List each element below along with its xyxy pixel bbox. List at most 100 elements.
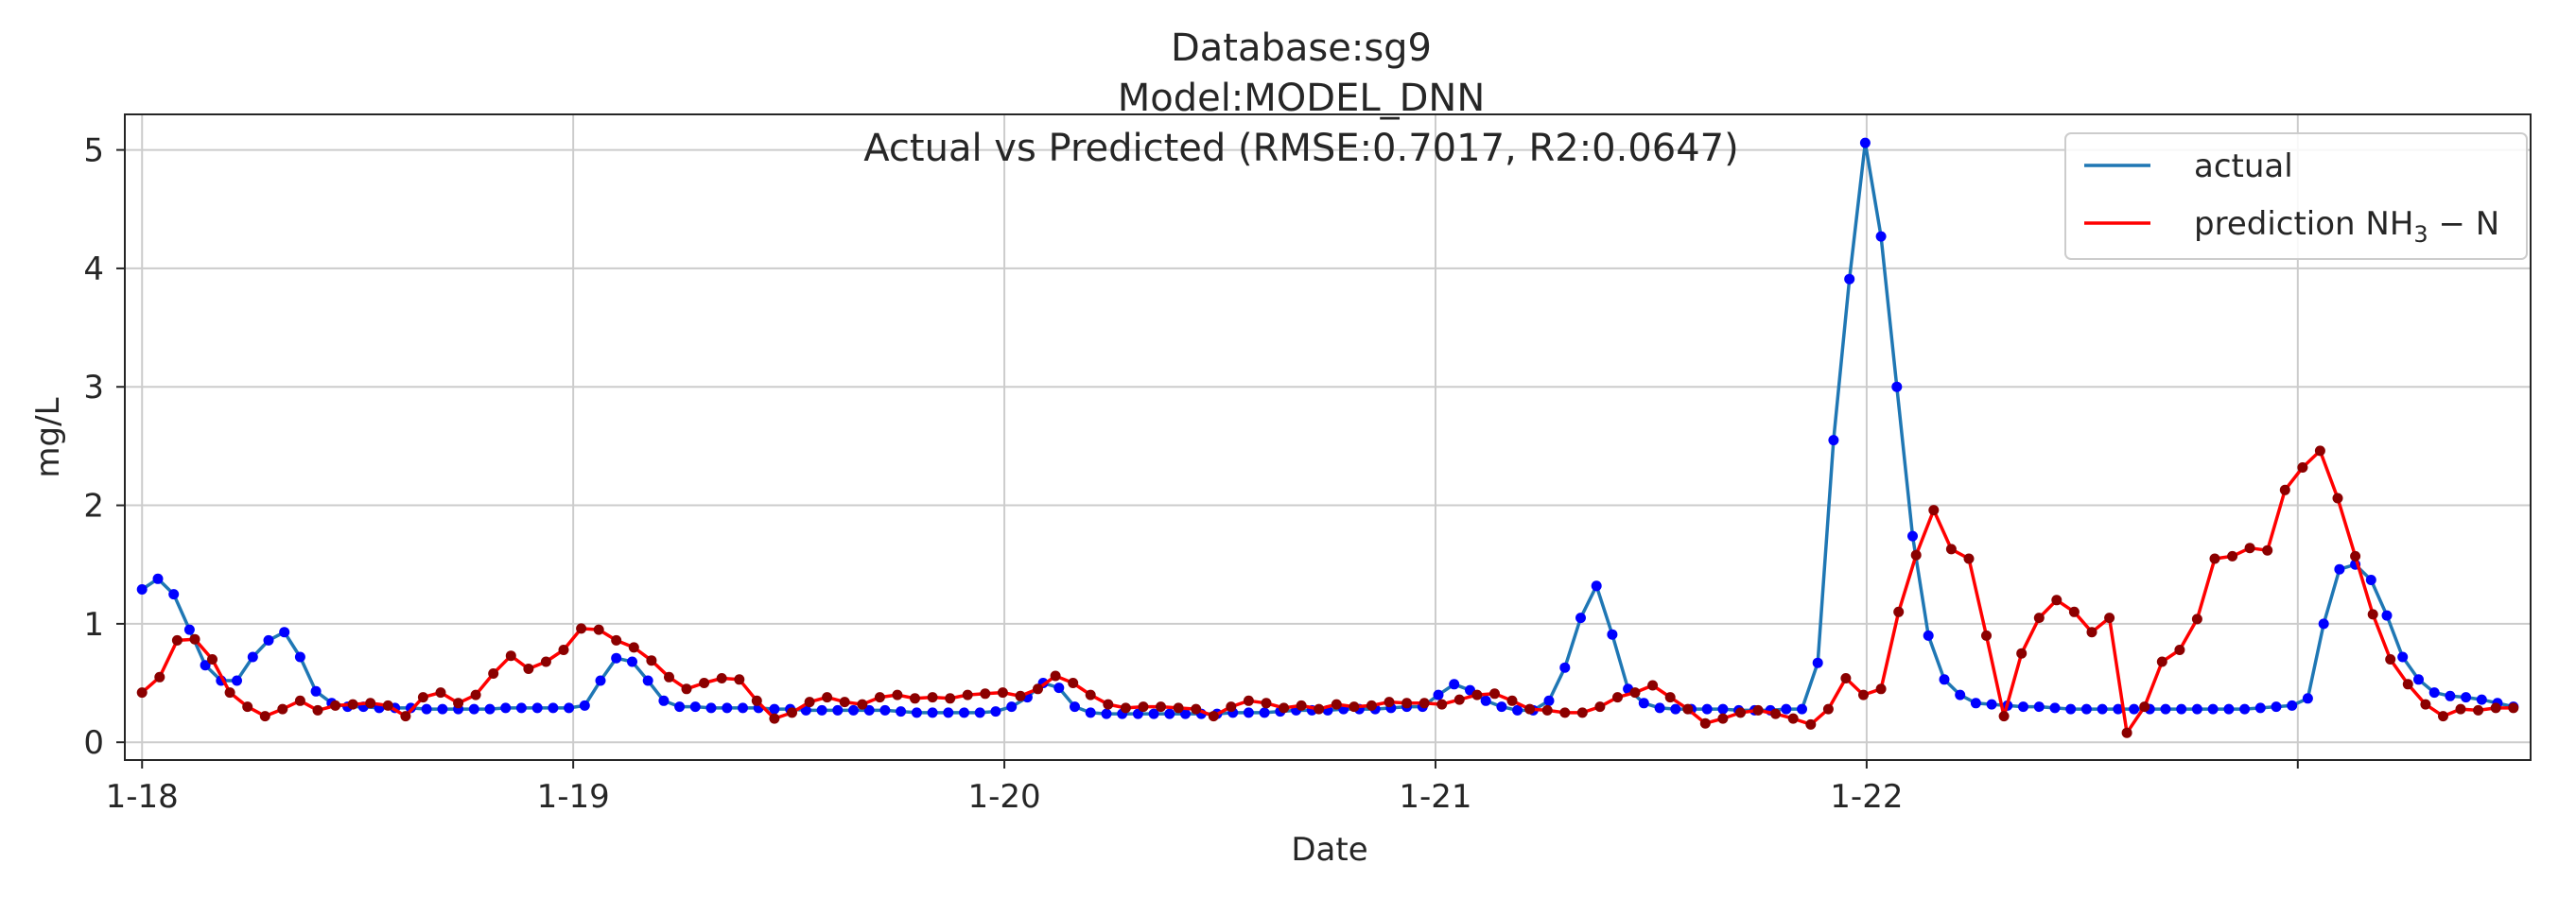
actual-point: [2176, 703, 2187, 715]
actual-point: [1955, 689, 1966, 700]
y-tick-label: 2: [83, 488, 104, 526]
prediction-point: [1910, 549, 1922, 561]
actual-point: [468, 703, 479, 715]
actual-point: [1053, 683, 1065, 694]
prediction-point: [1138, 701, 1149, 713]
prediction-point: [2402, 679, 2413, 690]
actual-point: [642, 675, 653, 686]
prediction-point: [646, 655, 657, 666]
prediction-point: [1279, 702, 1290, 714]
actual-point: [1259, 707, 1270, 718]
prediction-point: [839, 697, 850, 708]
title-line-3: Actual vs Predicted (RMSE:0.7017, R2:0.0…: [863, 127, 1738, 170]
prediction-point: [2016, 648, 2028, 659]
prediction-point: [910, 693, 920, 704]
prediction-point: [224, 687, 235, 699]
prediction-point: [1489, 688, 1500, 700]
actual-point: [1907, 530, 1918, 542]
prediction-point: [1576, 707, 1588, 718]
actual-point: [1543, 695, 1555, 706]
actual-point: [848, 704, 859, 716]
actual-point: [2160, 703, 2171, 715]
actual-point: [2049, 702, 2061, 714]
prediction-point: [1296, 700, 1307, 711]
prediction-point: [1068, 678, 1079, 688]
prediction-point: [1858, 689, 1869, 700]
prediction-point: [171, 634, 183, 646]
prediction-point: [2068, 606, 2080, 617]
prediction-point: [997, 687, 1008, 699]
actual-point: [1591, 580, 1602, 592]
actual-point: [1132, 708, 1143, 719]
prediction-point: [1103, 699, 1114, 710]
prediction-point: [1752, 704, 1764, 716]
prediction-point: [1594, 701, 1606, 713]
actual-point: [1559, 662, 1571, 673]
prediction-point: [1384, 697, 1395, 708]
prediction-point: [277, 703, 288, 715]
actual-point: [1496, 701, 1507, 713]
actual-point: [816, 704, 827, 716]
actual-point: [2445, 690, 2456, 701]
prediction-point: [1664, 692, 1676, 703]
actual-point: [1875, 231, 1887, 242]
actual-point: [1433, 689, 1444, 700]
actual-point: [1180, 708, 1191, 719]
prediction-point: [1893, 606, 1905, 617]
prediction-point: [1559, 707, 1571, 718]
actual-point: [2033, 701, 2045, 713]
prediction-point: [523, 664, 534, 674]
x-tick-label: 1-21: [1399, 778, 1471, 816]
actual-point: [1923, 630, 1934, 641]
prediction-point: [628, 642, 639, 653]
prediction-point: [400, 711, 411, 722]
prediction-point: [1805, 718, 1817, 730]
actual-point: [722, 702, 733, 714]
prediction-point: [822, 692, 833, 703]
prediction-point: [576, 623, 587, 634]
prediction-point: [1735, 707, 1746, 718]
prediction-point: [2262, 545, 2273, 556]
prediction-point: [2104, 613, 2115, 624]
actual-point: [2097, 703, 2108, 715]
actual-point: [1797, 703, 1807, 715]
prediction-point: [1261, 698, 1272, 709]
actual-point: [1148, 708, 1159, 719]
actual-point: [232, 675, 242, 686]
actual-point: [531, 702, 543, 714]
prediction-point: [558, 645, 569, 655]
actual-point: [515, 702, 527, 714]
actual-point: [2113, 703, 2124, 715]
actual-point: [879, 704, 891, 716]
actual-point: [769, 703, 780, 715]
actual-point: [2191, 703, 2202, 715]
prediction-point: [1524, 703, 1536, 715]
prediction-point: [1173, 702, 1184, 714]
actual-point: [1717, 703, 1729, 715]
prediction-point: [242, 701, 253, 713]
actual-point: [1670, 703, 1681, 715]
prediction-point: [716, 673, 727, 683]
actual-point: [2065, 703, 2077, 715]
prediction-point: [980, 688, 991, 700]
prediction-point: [1471, 689, 1483, 700]
prediction-point: [1208, 711, 1219, 722]
actual-point: [152, 573, 164, 584]
actual-point: [1070, 701, 1080, 713]
prediction-point: [1541, 704, 1553, 716]
x-tick-label: 1-22: [1830, 778, 1903, 816]
prediction-point: [2244, 543, 2255, 554]
prediction-point: [1243, 695, 1254, 706]
actual-point: [421, 703, 432, 715]
prediction-point: [1647, 680, 1659, 691]
prediction-point: [2367, 609, 2378, 620]
prediction-point: [2297, 462, 2308, 473]
actual-point: [2207, 703, 2219, 715]
prediction-point: [1928, 505, 1940, 516]
actual-point: [674, 701, 686, 713]
prediction-point: [330, 700, 341, 711]
actual-point: [832, 704, 844, 716]
prediction-point: [365, 698, 376, 709]
y-tick-label: 5: [83, 132, 104, 170]
